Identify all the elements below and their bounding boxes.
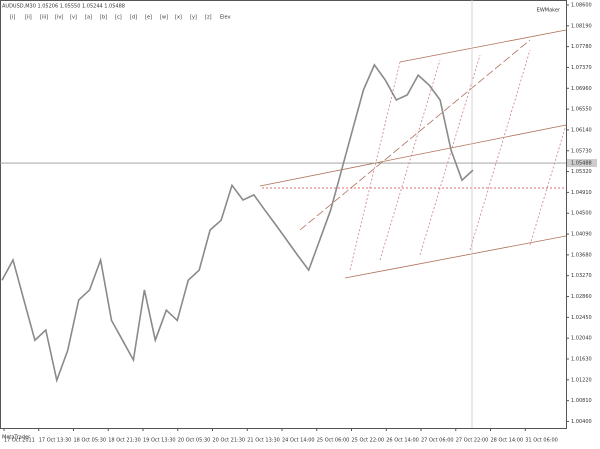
y-tick-label: 1.05320 [571,169,592,175]
current-price-box [567,159,597,168]
y-tick-label: 1.07370 [571,65,592,71]
y-tick-label: 1.00400 [571,419,592,425]
current-price-label: 1.05488 [571,161,592,167]
y-tick-label: 1.04500 [571,211,592,217]
y-tick-label: 1.04910 [571,190,592,196]
tool-label: [iv] [55,15,63,21]
x-tick-label: 18 Oct 21:30 [108,438,141,444]
y-tick-label: 1.06960 [571,86,592,92]
channel-line [399,29,567,63]
price-line [1,63,474,384]
y-tick-label: 1.00810 [571,398,592,404]
tool-label: [d] [130,15,137,21]
y-tick-label: 1.08600 [571,3,592,9]
plot-frame [0,0,567,429]
x-tick-label: 27 Oct 22:00 [456,438,489,444]
tool-label: [x] [175,15,182,21]
x-tick-label: 20 Oct 21:30 [213,438,246,444]
tool-label: [c] [115,15,122,21]
y-tick-label: 1.06550 [571,107,592,113]
tool-label: [e] [145,15,152,21]
fib-line [529,124,567,246]
y-tick-label: 1.01630 [571,356,592,362]
x-tick-label: 17 Oct 13:30 [39,438,72,444]
x-tick-label: 24 Oct 14:00 [282,438,315,444]
y-tick-label: 1.02450 [571,315,592,321]
tool-label: [b] [100,15,107,21]
tool-label: [ii] [25,15,32,21]
x-tick-label: 28 Oct 14:00 [491,438,524,444]
footer: MetaTrader [2,435,31,441]
tool-label: [i] [10,15,15,21]
x-tick-label: 25 Oct 06:00 [317,438,350,444]
tool-label: [z] [205,15,212,21]
tool-label: [w] [160,15,168,21]
y-tick-label: 1.02040 [571,336,592,342]
channel-line [299,39,531,231]
y-tick-label: 1.04090 [571,232,592,238]
channel-line [344,235,567,279]
x-tick-label: 27 Oct 06:00 [421,438,454,444]
tool-label: [y] [190,15,197,21]
x-tick-label: 20 Oct 05:30 [178,438,211,444]
chart-title: AUDUSD,M30 1.05206 1.05550 1.05244 1.054… [2,4,125,10]
x-tick-label: 25 Oct 22:00 [352,438,385,444]
fib-line [419,54,481,256]
y-tick-label: 1.05730 [571,148,592,154]
y-tick-label: 1.01220 [571,377,592,383]
x-tick-label: 17 Oct 2011 [4,438,35,444]
x-tick-label: 26 Oct 14:00 [386,438,419,444]
y-tick-label: 1.07780 [571,44,592,50]
x-tick-label: 31 Oct 06:00 [525,438,558,444]
y-tick-label: 1.06140 [571,127,592,133]
tool-label: [v] [70,15,77,21]
channel-drawings [259,0,567,428]
tool-label: [iii] [40,15,48,21]
fib-line [469,49,531,251]
watermark: EWMaker [537,8,561,14]
channel-line [259,124,567,187]
tool-label: [a] [85,15,92,21]
y-tick-label: 1.02860 [571,294,592,300]
fib-line [379,59,441,261]
x-tick-label: 18 Oct 05:30 [74,438,107,444]
x-tick-label: 21 Oct 13:30 [247,438,280,444]
x-tick-label: 19 Oct 13:30 [143,438,176,444]
tool-label: Elev [220,15,231,21]
y-tick-label: 1.03270 [571,273,592,279]
y-tick-label: 1.03680 [571,252,592,258]
y-tick-label: 1.08190 [571,23,592,29]
